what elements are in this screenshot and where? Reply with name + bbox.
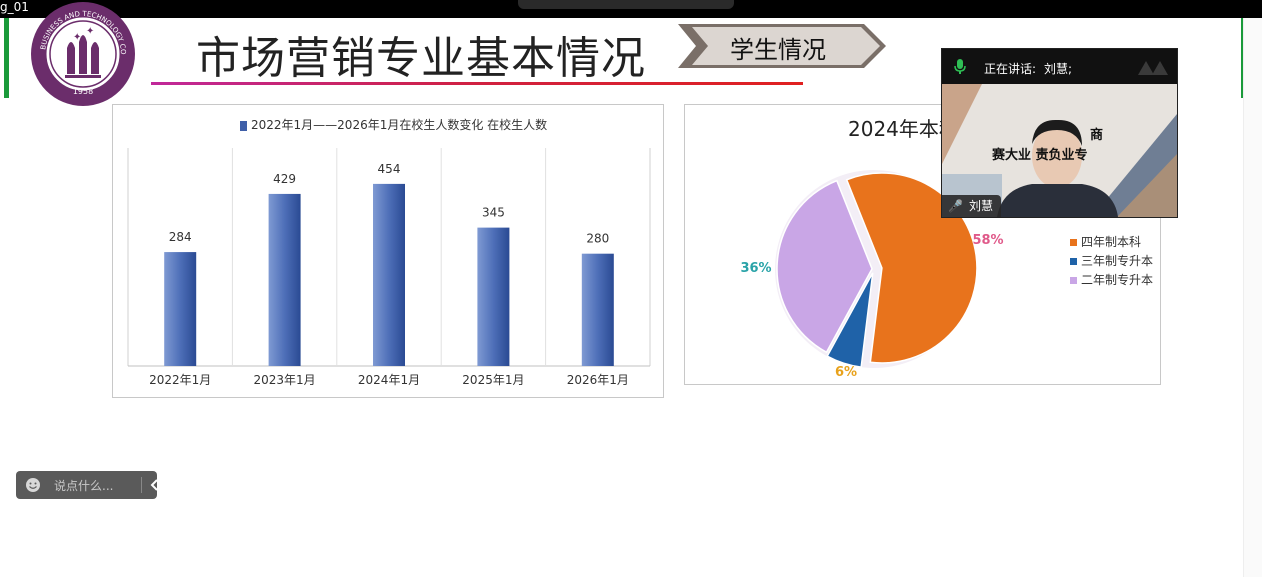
bar-category-label: 2022年1月 [149, 373, 211, 387]
pie-percent-label: 36% [740, 261, 771, 276]
chat-input-box[interactable]: 说点什么... [16, 471, 160, 499]
pie-legend-item: 三年制专升本 [1070, 252, 1153, 269]
meeting-toolbar-handle[interactable] [518, 0, 734, 9]
section-tag-arrow [678, 24, 886, 68]
pie-legend-label: 二年制专升本 [1081, 273, 1154, 287]
video-feed: 商 赛大业 责负业专 [942, 84, 1177, 217]
pie-chart: 58% 6% 36% [740, 170, 1004, 380]
bar [164, 252, 197, 366]
speaking-label: 正在讲话: [984, 62, 1037, 76]
pie-slice [826, 272, 874, 368]
bar-value-label: 284 [169, 230, 192, 244]
bar-value-label: 454 [378, 162, 401, 176]
pie-legend-label: 四年制本科 [1081, 235, 1142, 249]
active-speaker-name: 刘慧; [1044, 62, 1073, 76]
pie-legend-item: 四年制本科 [1070, 233, 1141, 250]
pie-slice [845, 172, 978, 364]
participant-name: 刘慧 [968, 199, 993, 213]
chat-input-placeholder[interactable]: 说点什么... [54, 479, 114, 493]
bar-value-label: 345 [482, 206, 505, 220]
bar [373, 183, 405, 366]
pie-legend-label: 三年制专升本 [1081, 254, 1154, 268]
legend-swatch [1070, 277, 1077, 284]
pie-chart-title: 2024年本科 [848, 117, 959, 141]
bar [477, 227, 510, 366]
emoji-icon[interactable] [25, 477, 41, 493]
right-side-strip [1243, 18, 1262, 577]
legend-swatch [240, 120, 247, 131]
video-bg-text-2: 赛大业 责负业专 [991, 147, 1088, 163]
bar-chart: 284 2022年1月 429 2023年1月 454 2024年1月 345 2025年1月… [127, 148, 651, 387]
logo-year: 1958 [73, 87, 93, 96]
pie-percent-label: 6% [835, 365, 857, 380]
window-title: g_01 [0, 0, 29, 14]
title-underline [151, 82, 803, 85]
college-logo: ✦ ✦ BUSINESS AND TECHNOLOGY COLLEGE 1958 [31, 2, 135, 106]
mic-icon: 🎤 [948, 199, 963, 213]
legend-swatch [1070, 239, 1077, 246]
bar [581, 253, 614, 366]
video-bg-text-1: 商 [1090, 127, 1103, 143]
logo-emblem: ✦ ✦ BUSINESS AND TECHNOLOGY COLLEGE 1958 [31, 2, 133, 104]
bar-category-label: 2025年1月 [462, 373, 524, 387]
bar [268, 193, 301, 366]
speaker-video-window[interactable]: 正在讲话: 刘慧; 商 赛大业 责负业专 🎤 刘慧 [941, 48, 1178, 218]
right-accent-bar [1241, 18, 1244, 98]
bar-value-label: 429 [273, 172, 296, 186]
left-accent-bar [4, 18, 9, 98]
slide-title: 市场营销专业基本情况 [196, 33, 646, 84]
legend-swatch [1070, 258, 1077, 265]
pie-percent-label: 58% [972, 233, 1003, 248]
window-top-bar: g_01 [0, 0, 1262, 18]
svg-text:✦: ✦ [86, 26, 94, 37]
network-signal-icon [1138, 61, 1168, 75]
chevron-left-icon[interactable] [150, 479, 160, 491]
bar-chart-legend: 2022年1月——2026年1月在校生人数变化 在校生人数 [240, 116, 547, 133]
pie-slice [776, 179, 873, 354]
video-header: 正在讲话: 刘慧; [942, 49, 1177, 84]
participant-name-tag: 🎤 刘慧 [942, 195, 1001, 217]
bar-category-label: 2026年1月 [567, 373, 629, 387]
svg-text:✦: ✦ [73, 32, 81, 43]
bar-category-label: 2023年1月 [254, 373, 316, 387]
bar-chart-legend-text: 2022年1月——2026年1月在校生人数变化 在校生人数 [251, 118, 548, 132]
mic-icon [954, 59, 966, 74]
pie-legend-item: 二年制专升本 [1070, 271, 1153, 288]
section-tag-label: 学生情况 [730, 36, 826, 64]
bar-value-label: 280 [586, 232, 609, 246]
bar-category-label: 2024年1月 [358, 373, 420, 387]
chat-divider [141, 477, 142, 493]
